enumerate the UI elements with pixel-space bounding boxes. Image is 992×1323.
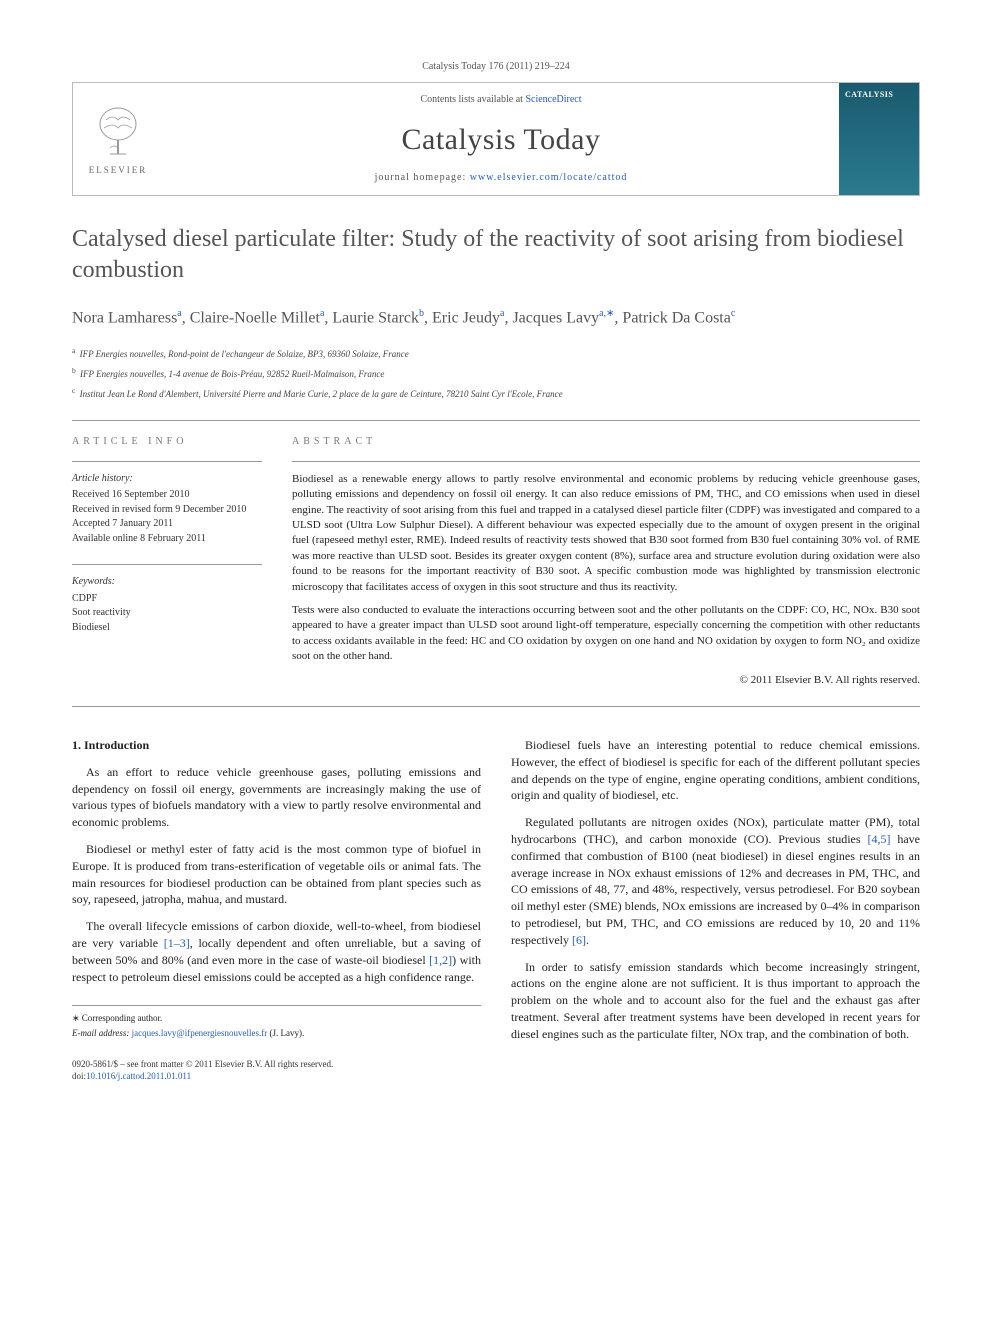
doi-prefix: doi: xyxy=(72,1071,86,1081)
keywords-label: Keywords: xyxy=(72,575,262,590)
corresponding-author-footer: ∗ Corresponding author. E-mail address: … xyxy=(72,1005,481,1039)
homepage-link[interactable]: www.elsevier.com/locate/cattod xyxy=(470,172,628,183)
keyword: Soot reactivity xyxy=(72,606,262,621)
body-paragraph: Biodiesel or methyl ester of fatty acid … xyxy=(72,841,481,908)
history-item: Received 16 September 2010 xyxy=(72,488,262,503)
doi-link[interactable]: 10.1016/j.cattod.2011.01.011 xyxy=(86,1071,191,1081)
citation-line: Catalysis Today 176 (2011) 219–224 xyxy=(72,60,920,74)
keyword: Biodiesel xyxy=(72,621,262,636)
journal-name: Catalysis Today xyxy=(163,119,839,161)
history-item: Received in revised form 9 December 2010 xyxy=(72,503,262,518)
history-item: Accepted 7 January 2011 xyxy=(72,517,262,532)
divider xyxy=(72,420,920,421)
publisher-logo: ELSEVIER xyxy=(73,83,163,195)
corresponding-label: ∗ Corresponding author. xyxy=(72,1012,481,1025)
affiliation-line: a IFP Energies nouvelles, Rond-point de … xyxy=(72,345,920,361)
affiliations: a IFP Energies nouvelles, Rond-point de … xyxy=(72,345,920,402)
email-author-name: (J. Lavy). xyxy=(267,1028,304,1038)
authors-list: Nora Lamharessa, Claire-Noelle Milleta, … xyxy=(72,306,920,330)
copyright-line: © 2011 Elsevier B.V. All rights reserved… xyxy=(292,673,920,688)
abstract-paragraph: Tests were also conducted to evaluate th… xyxy=(292,603,920,665)
history-item: Available online 8 February 2011 xyxy=(72,532,262,547)
footer-meta: 0920-5861/$ – see front matter © 2011 El… xyxy=(72,1058,481,1083)
body-paragraph: The overall lifecycle emissions of carbo… xyxy=(72,918,481,985)
journal-header: ELSEVIER Contents lists available at Sci… xyxy=(72,82,920,196)
article-history: Article history: Received 16 September 2… xyxy=(72,472,262,547)
publisher-name: ELSEVIER xyxy=(89,164,148,177)
article-info-column: article info Article history: Received 1… xyxy=(72,435,262,688)
homepage-line: journal homepage: www.elsevier.com/locat… xyxy=(163,171,839,185)
section-heading: 1. Introduction xyxy=(72,737,481,754)
sciencedirect-link[interactable]: ScienceDirect xyxy=(525,94,581,105)
article-title: Catalysed diesel particulate filter: Stu… xyxy=(72,224,920,286)
abstract-heading: abstract xyxy=(292,435,920,449)
issn-line: 0920-5861/$ – see front matter © 2011 El… xyxy=(72,1058,481,1071)
elsevier-tree-icon xyxy=(88,102,148,162)
info-heading: article info xyxy=(72,435,262,449)
email-label: E-mail address: xyxy=(72,1028,132,1038)
body-paragraph: Biodiesel fuels have an interesting pote… xyxy=(511,737,920,804)
body-paragraph: In order to satisfy emission standards w… xyxy=(511,959,920,1043)
contents-line: Contents lists available at ScienceDirec… xyxy=(163,93,839,107)
abstract-column: abstract Biodiesel as a renewable energy… xyxy=(292,435,920,688)
keywords-block: Keywords: CDPF Soot reactivity Biodiesel xyxy=(72,575,262,635)
affiliation-line: c Institut Jean Le Rond d'Alembert, Univ… xyxy=(72,385,920,401)
contents-prefix: Contents lists available at xyxy=(420,94,525,105)
body-paragraph: As an effort to reduce vehicle greenhous… xyxy=(72,764,481,831)
keyword: CDPF xyxy=(72,592,262,607)
homepage-prefix: journal homepage: xyxy=(375,172,470,183)
body-column-right: Biodiesel fuels have an interesting pote… xyxy=(511,737,920,1083)
abstract-paragraph: Biodiesel as a renewable energy allows t… xyxy=(292,472,920,595)
affiliation-line: b IFP Energies nouvelles, 1-4 avenue de … xyxy=(72,365,920,381)
history-label: Article history: xyxy=(72,472,262,487)
body-column-left: 1. Introduction As an effort to reduce v… xyxy=(72,737,481,1083)
journal-cover-thumbnail: CATALYSIS xyxy=(839,83,919,195)
email-link[interactable]: jacques.lavy@ifpenergiesnouvelles.fr xyxy=(132,1028,268,1038)
cover-label: CATALYSIS xyxy=(845,89,913,100)
body-paragraph: Regulated pollutants are nitrogen oxides… xyxy=(511,814,920,948)
